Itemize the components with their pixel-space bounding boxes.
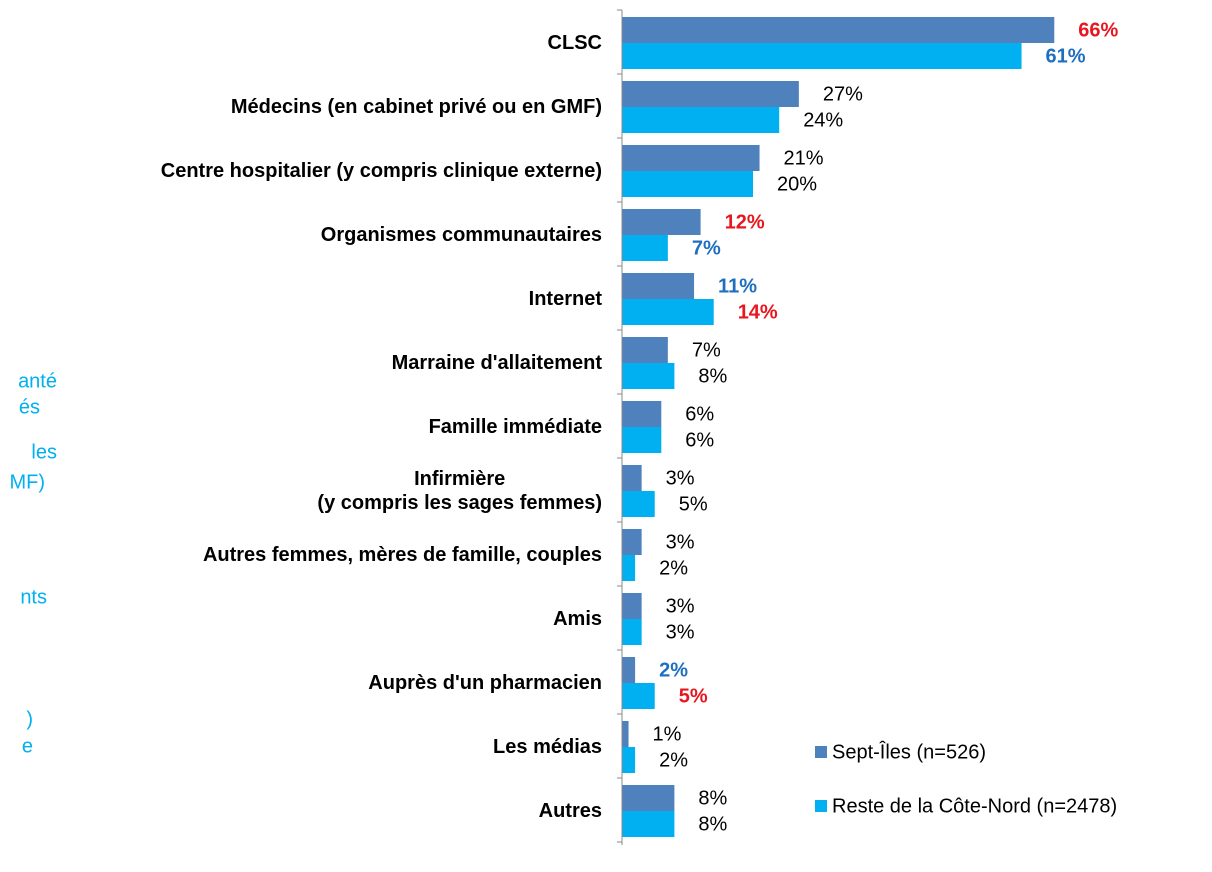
category-label: Organismes communautaires (320, 224, 602, 246)
value-label: 8% (698, 787, 727, 809)
bar (622, 43, 1022, 69)
value-label: 27% (823, 83, 863, 105)
bar (622, 235, 668, 261)
value-label: 20% (777, 173, 817, 195)
bar (622, 785, 675, 811)
bar (622, 17, 1055, 43)
bar (622, 491, 655, 517)
value-label: 3% (666, 531, 695, 553)
bar (622, 171, 753, 197)
value-label: 2% (659, 749, 688, 771)
category-label: CLSC (547, 32, 602, 54)
category-label: Autres (538, 800, 602, 822)
bar (622, 107, 780, 133)
bar (622, 619, 642, 645)
value-label: 61% (1046, 45, 1086, 67)
legend-label: Sept-Îles (n=526) (832, 740, 986, 763)
category-label: Famille immédiate (428, 416, 602, 438)
category-label: Autres femmes, mères de famille, couples (202, 544, 602, 566)
side-fragment: MF) (9, 471, 45, 493)
value-label: 7% (692, 339, 721, 361)
bar (622, 683, 655, 709)
bar (622, 299, 714, 325)
bar (622, 555, 636, 581)
value-label: 1% (653, 723, 682, 745)
value-label: 5% (679, 493, 708, 515)
bar (622, 427, 662, 453)
bar (622, 747, 636, 773)
value-label: 5% (679, 685, 708, 707)
value-label: 6% (685, 429, 714, 451)
value-label: 3% (666, 621, 695, 643)
value-label: 24% (803, 109, 843, 131)
value-label: 8% (698, 365, 727, 387)
bar (622, 529, 642, 555)
value-label: 3% (666, 467, 695, 489)
bar (622, 593, 642, 619)
category-label: Internet (528, 288, 602, 310)
category-label: Les médias (493, 736, 602, 758)
category-label: Médecins (en cabinet privé ou en GMF) (230, 96, 602, 118)
side-fragment: és (19, 396, 40, 418)
category-label: Infirmière (y compris les sages femmes) (317, 468, 602, 514)
value-label: 2% (659, 659, 688, 681)
side-fragment: anté (18, 370, 57, 392)
bar (622, 273, 695, 299)
category-label: Amis (553, 608, 602, 630)
value-label: 7% (692, 237, 721, 259)
value-label: 6% (685, 403, 714, 425)
bar (622, 363, 675, 389)
bar (622, 209, 701, 235)
bar (622, 811, 675, 837)
bar (622, 465, 642, 491)
value-label: 21% (784, 147, 824, 169)
category-label: Auprès d'un pharmacien (368, 672, 602, 694)
bar (622, 721, 629, 747)
legend-swatch (815, 800, 827, 812)
bar (622, 337, 668, 363)
category-label: Marraine d'allaitement (391, 352, 602, 374)
side-fragment: nts (20, 586, 47, 608)
value-label: 3% (666, 595, 695, 617)
bar (622, 81, 799, 107)
legend-swatch (815, 746, 827, 758)
side-fragment: e (22, 735, 33, 757)
value-label: 2% (659, 557, 688, 579)
side-fragment: les (31, 441, 57, 463)
value-label: 14% (738, 301, 778, 323)
side-fragment: ) (26, 708, 33, 730)
value-label: 12% (725, 211, 765, 233)
value-label: 8% (698, 813, 727, 835)
bar (622, 401, 662, 427)
legend-label: Reste de la Côte-Nord (n=2478) (832, 795, 1117, 817)
value-label: 66% (1078, 19, 1118, 41)
value-label: 11% (718, 275, 757, 297)
bar (622, 145, 760, 171)
bar (622, 657, 636, 683)
category-label: Centre hospitalier (y compris clinique e… (160, 160, 602, 182)
